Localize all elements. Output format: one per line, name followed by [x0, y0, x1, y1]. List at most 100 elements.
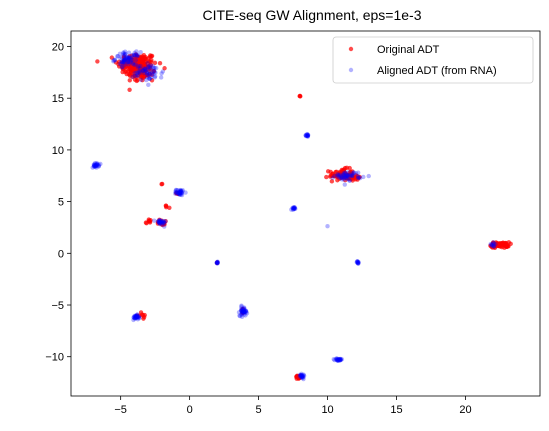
data-point	[239, 308, 244, 313]
data-point	[355, 260, 360, 265]
data-point	[351, 170, 356, 175]
data-point	[155, 219, 161, 224]
data-point	[173, 189, 178, 194]
data-point	[129, 64, 134, 70]
data-point	[343, 175, 348, 180]
data-point	[128, 59, 133, 65]
data-point	[242, 308, 247, 313]
y-tick-label: 15	[52, 93, 64, 105]
data-point	[177, 189, 183, 195]
data-point	[175, 188, 180, 193]
x-tick-label: 20	[459, 404, 471, 416]
data-point	[153, 65, 159, 71]
data-point	[122, 57, 127, 63]
data-point	[351, 170, 356, 176]
data-point	[95, 59, 100, 64]
data-point	[493, 242, 498, 247]
y-tick-label: 10	[52, 145, 64, 157]
data-point	[305, 132, 311, 138]
data-point	[119, 64, 124, 69]
data-point	[126, 59, 131, 65]
data-point	[149, 71, 155, 76]
data-point	[336, 357, 341, 362]
data-point	[130, 60, 135, 65]
data-point	[237, 313, 243, 319]
data-point	[241, 310, 246, 315]
data-point	[134, 313, 139, 319]
data-point	[159, 219, 164, 224]
data-point	[177, 191, 183, 197]
data-point	[341, 175, 346, 181]
data-point	[173, 187, 179, 193]
data-point	[127, 72, 133, 77]
data-point	[115, 54, 121, 59]
data-point	[292, 206, 297, 211]
data-point	[350, 173, 355, 179]
data-point	[499, 241, 504, 246]
data-point	[119, 59, 124, 64]
data-point	[331, 173, 337, 178]
data-point	[344, 173, 349, 178]
data-point	[239, 303, 244, 308]
data-point	[120, 60, 125, 65]
data-point	[335, 173, 340, 178]
data-point	[347, 165, 352, 171]
data-point	[299, 373, 305, 378]
data-point	[143, 68, 149, 73]
x-tick-label: 0	[187, 404, 193, 416]
data-point	[134, 314, 139, 319]
data-point	[179, 190, 184, 195]
data-point	[96, 163, 102, 169]
data-point	[147, 76, 152, 82]
data-point	[355, 259, 360, 264]
data-point	[94, 163, 99, 169]
data-point	[148, 218, 153, 223]
data-point	[506, 244, 511, 249]
data-point	[178, 187, 183, 193]
data-point	[136, 314, 141, 319]
data-point	[132, 314, 138, 319]
data-point	[123, 56, 128, 61]
data-point	[147, 71, 153, 77]
y-tick-label: 20	[52, 42, 64, 54]
data-point	[146, 72, 152, 77]
data-point	[237, 313, 242, 318]
data-point	[214, 260, 219, 265]
legend-marker-aligned-adt	[348, 67, 354, 73]
data-point	[240, 308, 246, 314]
data-point	[242, 309, 247, 315]
data-point	[125, 59, 131, 65]
data-point	[160, 220, 165, 226]
data-point	[147, 68, 152, 73]
data-point	[338, 357, 343, 363]
data-point	[243, 310, 248, 315]
data-point	[305, 132, 310, 137]
data-point	[491, 242, 496, 247]
data-point	[239, 309, 245, 315]
data-point	[177, 192, 182, 197]
data-point	[124, 64, 129, 69]
data-point	[305, 133, 311, 138]
data-point	[152, 218, 157, 223]
data-point	[152, 65, 157, 70]
data-point	[137, 70, 143, 76]
data-point	[117, 51, 123, 57]
data-point	[491, 243, 497, 249]
data-point	[366, 173, 371, 179]
data-point	[335, 357, 340, 363]
data-point	[344, 173, 350, 178]
data-point	[347, 178, 352, 183]
data-point	[98, 161, 103, 167]
data-point	[356, 170, 361, 175]
data-point	[156, 218, 162, 224]
data-point	[127, 87, 132, 92]
data-point	[291, 205, 297, 210]
data-point	[355, 177, 360, 182]
data-point	[119, 65, 125, 70]
data-point	[303, 132, 308, 138]
data-point	[341, 177, 346, 182]
data-point	[301, 373, 307, 378]
data-point	[338, 357, 343, 362]
data-point	[125, 54, 130, 60]
y-axis: −10 −5 0 5 10 15 20	[45, 42, 71, 364]
